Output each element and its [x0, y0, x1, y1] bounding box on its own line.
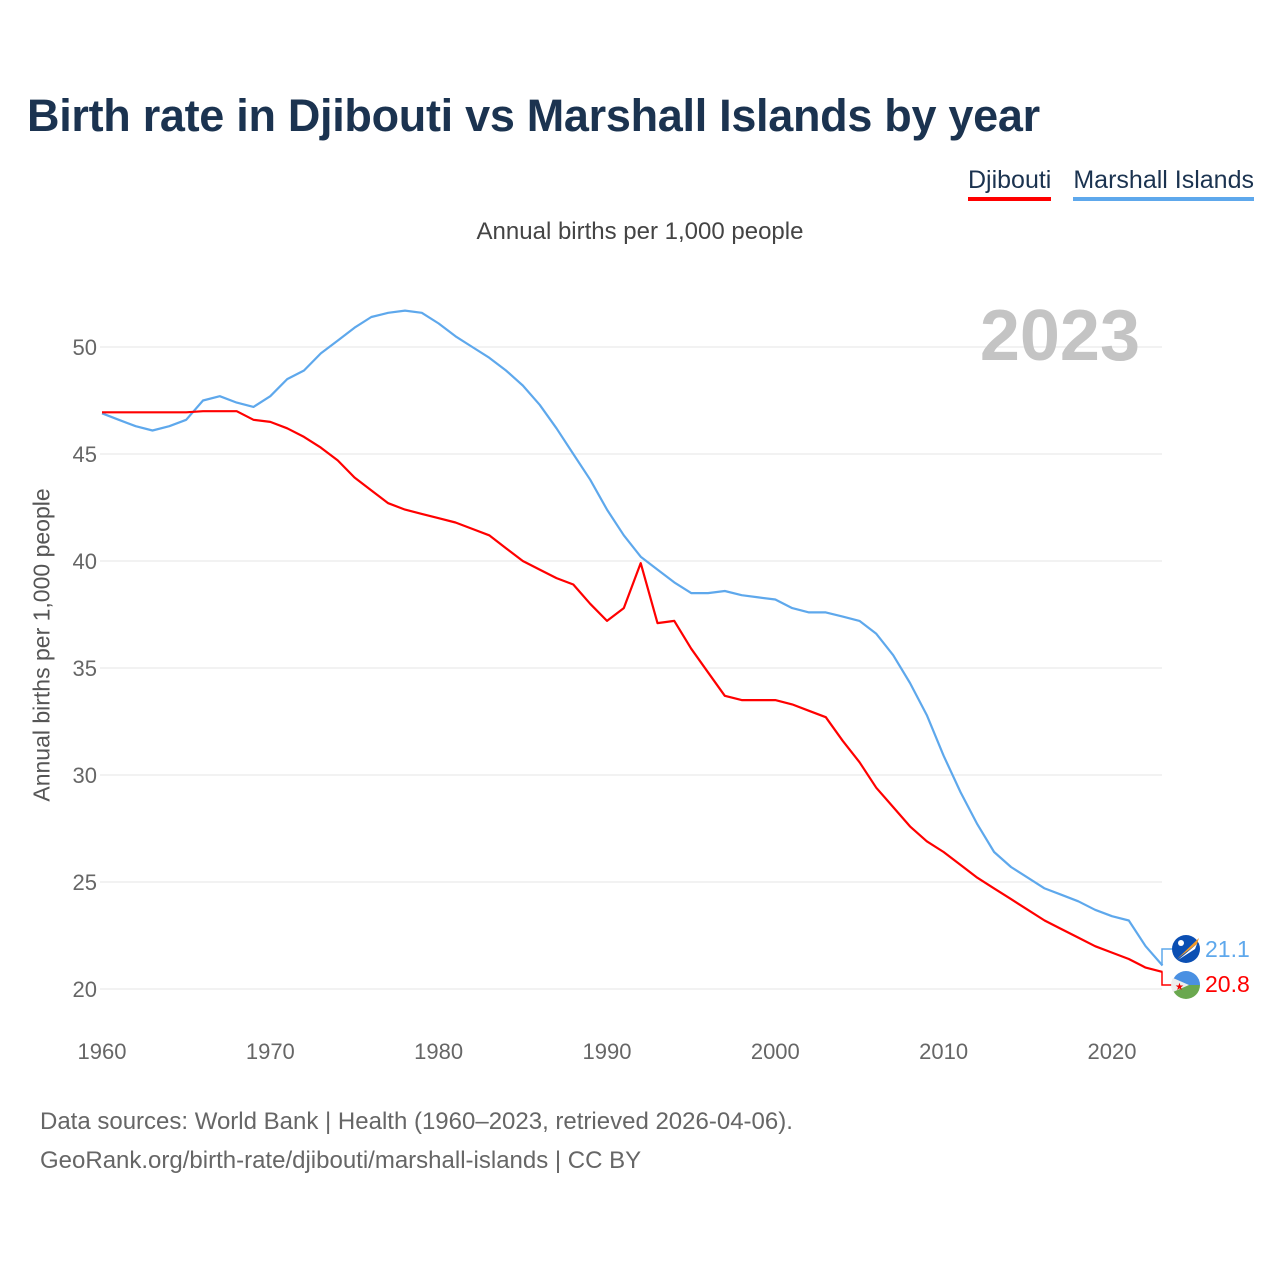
end-connector: [1161, 948, 1172, 966]
legend-item-marshall-islands[interactable]: Marshall Islands: [1073, 166, 1254, 201]
y-tick-label: 20: [73, 977, 97, 1002]
series-line-djibouti: [102, 410, 1163, 973]
x-tick-label: 1980: [414, 1039, 463, 1064]
year-watermark: 2023: [980, 296, 1140, 376]
y-tick-label: 45: [73, 442, 97, 467]
x-tick-label: 2000: [751, 1039, 800, 1064]
legend-item-djibouti[interactable]: Djibouti: [967, 166, 1052, 201]
source-line-1: Data sources: World Bank | Health (1960–…: [40, 1108, 793, 1135]
marshall-islands-flag-icon: [1172, 935, 1200, 963]
y-tick-label: 40: [73, 549, 97, 574]
flag-stripe-orange: [1177, 938, 1199, 959]
end-value-djibouti: 20.8: [1205, 971, 1250, 997]
chart-title: Birth rate in Djibouti vs Marshall Islan…: [27, 90, 1040, 141]
y-tick-label: 25: [73, 870, 97, 895]
x-tick-label: 1970: [246, 1039, 295, 1064]
y-tick-label: 50: [73, 335, 97, 360]
x-tick-label: 2010: [919, 1039, 968, 1064]
y-tick-label: 30: [73, 763, 97, 788]
djibouti-flag-triangle: [1171, 978, 1189, 992]
x-tick-label: 2020: [1088, 1039, 1137, 1064]
x-tick-label: 1960: [78, 1039, 127, 1064]
x-tick-label: 1990: [583, 1039, 632, 1064]
flag-star: ★: [1175, 982, 1184, 993]
end-value-marshall-islands: 21.1: [1205, 936, 1250, 962]
y-tick-label: 35: [73, 656, 97, 681]
flag-star: [1178, 940, 1184, 946]
source-line-2: GeoRank.org/birth-rate/djibouti/marshall…: [40, 1147, 642, 1174]
series-line-marshall-islands: [101, 309, 1164, 967]
end-connector: [1161, 971, 1172, 986]
flag-stripe-white: [1178, 944, 1197, 960]
chart-subtitle: Annual births per 1,000 people: [476, 218, 804, 245]
legend: Djibouti Marshall Islands: [967, 166, 1254, 201]
